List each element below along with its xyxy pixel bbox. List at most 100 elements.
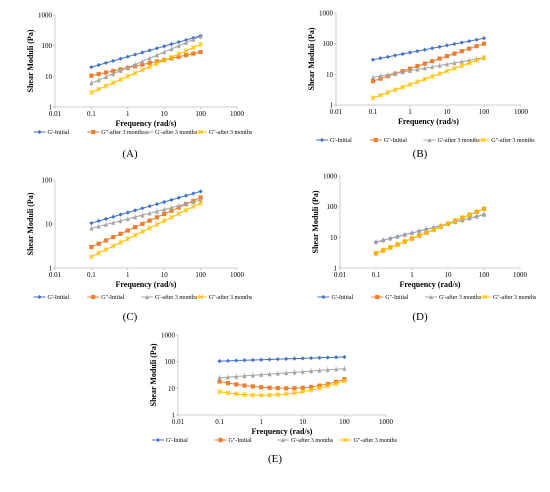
data-point: [388, 236, 393, 241]
data-point: [467, 39, 472, 44]
data-point: [161, 57, 167, 63]
data-point-b: [438, 224, 444, 230]
data-point-b: [341, 378, 347, 384]
data-point: [309, 355, 314, 361]
data-point: [284, 370, 289, 375]
data-point: [416, 233, 422, 238]
y-tick-label: 10: [326, 71, 334, 79]
data-point-b: [176, 211, 182, 217]
legend-swatch-marker: [144, 294, 150, 300]
legend-item: G"-after 3 months: [477, 137, 535, 144]
data-point-b: [300, 389, 306, 395]
data-point: [467, 212, 473, 218]
data-point: [300, 356, 305, 361]
data-point: [267, 357, 272, 362]
data-point-b: [431, 227, 437, 233]
data-point: [481, 55, 487, 61]
data-point: [118, 212, 123, 217]
y-tick-label: 1: [334, 265, 338, 273]
data-point: [111, 58, 116, 63]
legend-item: G'-Initial: [152, 437, 188, 444]
data-point-b: [96, 86, 102, 92]
data-point: [169, 42, 174, 47]
data-point-b: [139, 67, 145, 73]
data-point-b: [161, 57, 167, 63]
data-point: [317, 368, 322, 373]
data-point: [283, 391, 289, 397]
x-tick-label: 1000: [230, 110, 245, 118]
legend-swatch-marker: [37, 294, 42, 300]
series-line: [91, 199, 201, 229]
y-tick-label: 100: [42, 177, 53, 185]
data-point: [275, 371, 280, 376]
data-point: [467, 216, 472, 221]
data-point: [147, 204, 152, 209]
data-point: [292, 390, 297, 396]
data-point: [140, 221, 145, 227]
data-point: [183, 48, 189, 54]
legend-label: G"-after 3 months: [493, 294, 537, 301]
series-line: [219, 378, 345, 389]
legend-swatch-marker: [427, 137, 432, 143]
legend-swatch-marker: [198, 129, 204, 135]
data-point: [125, 54, 130, 59]
panel-label: (E): [268, 453, 282, 465]
data-point: [333, 381, 339, 387]
data-point: [444, 43, 450, 48]
data-point: [377, 92, 383, 98]
data-point: [370, 75, 376, 80]
data-point: [242, 373, 247, 378]
legend-label: G'-Initial: [48, 295, 70, 301]
legend-swatch-marker-b: [480, 137, 486, 143]
data-point: [140, 59, 145, 64]
series-line: [375, 208, 485, 254]
data-point-b: [380, 247, 386, 253]
data-point: [125, 216, 130, 221]
data-point: [88, 254, 94, 260]
data-point-b: [292, 390, 297, 396]
x-tick-label: 0.1: [372, 271, 381, 279]
data-point: [402, 232, 407, 237]
legend-item: G'-after 3 months: [141, 294, 198, 301]
legend-swatch-marker: [480, 137, 486, 143]
data-point: [147, 56, 152, 61]
data-point: [242, 358, 247, 363]
x-axis-title: Frequency (rad/s): [116, 119, 177, 128]
data-point: [154, 61, 160, 67]
data-point: [415, 67, 420, 72]
data-point: [154, 46, 160, 51]
data-point: [459, 63, 465, 69]
data-point: [183, 207, 189, 213]
data-point: [444, 54, 450, 59]
data-point: [451, 65, 457, 71]
data-point: [400, 84, 406, 90]
data-point: [183, 201, 189, 206]
data-point: [445, 221, 451, 227]
data-point-b: [459, 63, 465, 69]
data-point: [250, 392, 256, 398]
x-tick-label: 1000: [379, 418, 394, 426]
data-point: [111, 71, 116, 76]
data-point: [430, 46, 435, 51]
x-tick-label: 0.01: [334, 271, 347, 279]
data-point: [309, 384, 314, 390]
data-point-b: [409, 236, 415, 241]
data-point: [407, 50, 413, 55]
data-point: [437, 44, 442, 49]
data-point-b: [190, 204, 196, 210]
data-point: [250, 384, 255, 389]
panel-label: (C): [123, 311, 138, 323]
data-point: [234, 374, 239, 379]
data-point: [422, 47, 427, 52]
legend-item: G'-Initial: [33, 294, 70, 301]
data-point: [161, 218, 167, 224]
data-point-b: [169, 214, 174, 220]
x-tick-label: 10: [299, 418, 307, 426]
legend-label: G"-Initial: [384, 138, 407, 144]
data-point: [125, 65, 130, 70]
data-point: [267, 392, 272, 398]
data-point: [89, 65, 94, 70]
data-point: [378, 73, 383, 79]
legend-item: G'-after 3 months: [277, 437, 334, 444]
